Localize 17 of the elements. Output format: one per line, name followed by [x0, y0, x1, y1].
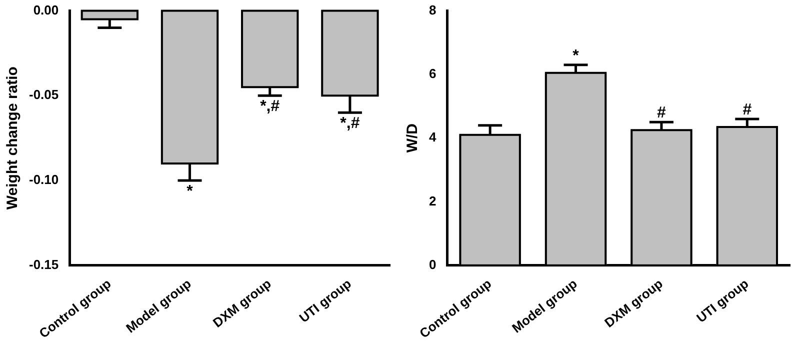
annotation: *,# — [340, 115, 360, 132]
annotation: *,# — [260, 98, 280, 116]
y-tick-label: -0.10 — [28, 172, 59, 188]
annotation: * — [572, 47, 580, 64]
annotation: # — [742, 101, 752, 118]
y-axis-title: W/D — [404, 123, 422, 153]
y-tick-label: 4 — [428, 130, 437, 145]
y-tick-label: 8 — [428, 2, 436, 18]
y-tick-label: 0 — [428, 256, 436, 272]
y-tick-label: -0.05 — [28, 87, 59, 102]
y-tick-label: 0.00 — [33, 2, 59, 18]
annotation: * — [186, 182, 194, 200]
annotation: # — [657, 104, 666, 122]
y-tick-label: 2 — [428, 193, 436, 208]
y-tick-label: -0.15 — [28, 256, 59, 272]
y-axis-title: Weight change ratio — [4, 66, 22, 210]
y-tick-label: 6 — [428, 66, 436, 82]
